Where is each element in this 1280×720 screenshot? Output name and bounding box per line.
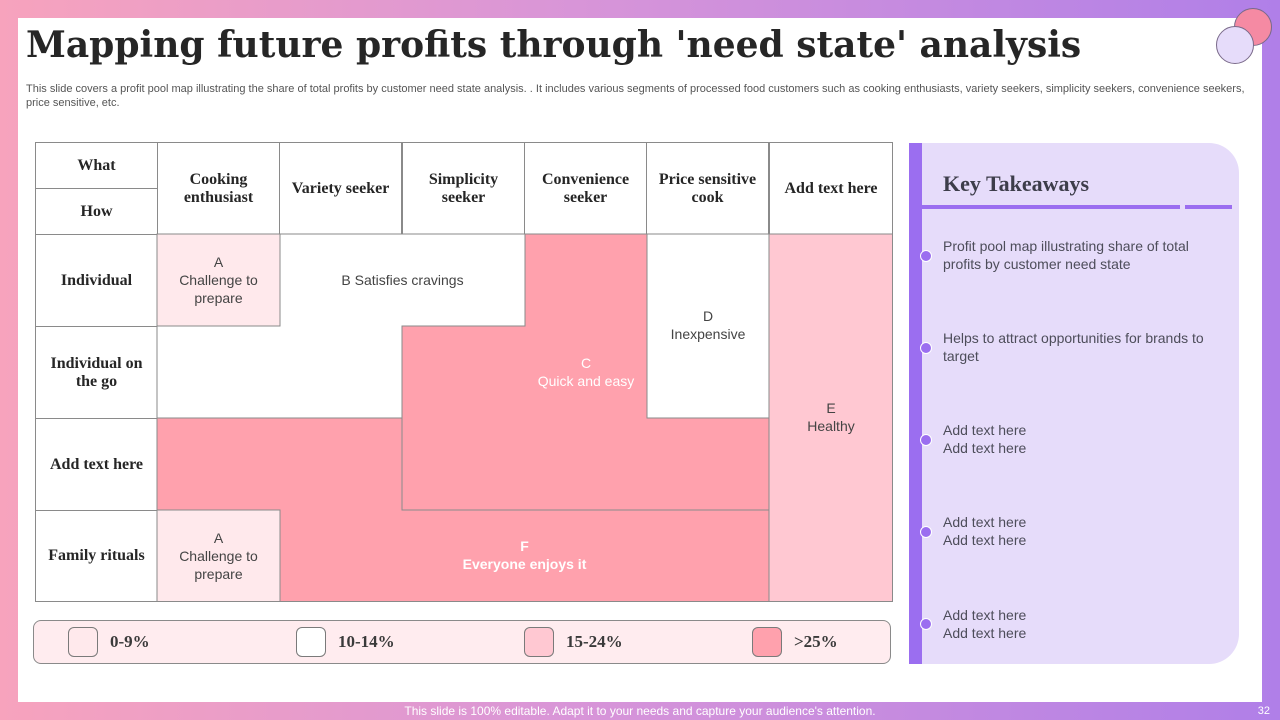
legend-label: 0-9% xyxy=(110,632,150,651)
column-header: Variety seeker xyxy=(279,142,402,235)
zone-a-bottom-label: A Challenge to prepare xyxy=(179,530,258,582)
footer-text: This slide is 100% editable. Adapt it to… xyxy=(404,704,876,718)
slide-title: Mapping future profits through 'need sta… xyxy=(26,24,1082,66)
key-takeaways-panel: Key Takeaways Profit pool map illustrati… xyxy=(920,143,1239,664)
title-underline-short xyxy=(1185,205,1232,209)
row-header: Individual on the go xyxy=(35,326,158,419)
legend-swatch xyxy=(68,627,98,657)
profit-pool-map: What How Cooking enthusiast Variety seek… xyxy=(35,142,893,602)
bullet-dot xyxy=(920,526,932,538)
column-header: Price sensitive cook xyxy=(646,142,769,235)
decor-circle-lavender xyxy=(1216,26,1254,64)
legend-swatch xyxy=(752,627,782,657)
takeaway-item: Add text here Add text here xyxy=(943,422,1027,456)
takeaway-item: Profit pool map illustrating share of to… xyxy=(943,238,1189,272)
zone-e-label: E Healthy xyxy=(807,400,855,434)
legend-item: 15-24% xyxy=(524,627,623,657)
legend-swatch xyxy=(524,627,554,657)
page-number: 32 xyxy=(1257,705,1270,717)
zone-shapes xyxy=(156,233,893,602)
zone-divider-c-f xyxy=(401,418,769,511)
zone-shape-a-bottom xyxy=(156,509,281,602)
takeaways-accent-bar xyxy=(909,143,922,664)
legend-swatch xyxy=(296,627,326,657)
legend-label: 15-24% xyxy=(566,632,623,651)
legend-item: >25% xyxy=(752,627,838,657)
legend-item: 10-14% xyxy=(296,627,395,657)
takeaway-item: Add text here Add text here xyxy=(943,514,1027,548)
column-header: Simplicity seeker xyxy=(402,142,525,235)
legend-label: 10-14% xyxy=(338,632,395,651)
zone-b-label: B Satisfies cravings xyxy=(341,272,464,288)
takeaway-item: Helps to attract opportunities for brand… xyxy=(943,330,1204,364)
zone-c-label: C Quick and easy xyxy=(537,355,635,389)
bullet-dot xyxy=(920,434,932,446)
legend-item: 0-9% xyxy=(68,627,150,657)
key-takeaways-title: Key Takeaways xyxy=(943,171,1090,196)
column-header: Add text here xyxy=(769,142,893,235)
zone-shape-a-top xyxy=(156,233,281,327)
zone-shape-d xyxy=(646,233,770,419)
row-header: Add text here xyxy=(35,418,158,511)
zone-f-label: F Everyone enjoys it xyxy=(462,538,587,572)
bullet-dot xyxy=(920,342,932,354)
slide-subtitle: This slide covers a profit pool map illu… xyxy=(26,83,1245,109)
zone-shape-e xyxy=(768,233,893,602)
corner-how: How xyxy=(35,188,158,235)
legend: 0-9% 10-14% 15-24% >25% xyxy=(33,620,891,664)
takeaway-item: Add text here Add text here xyxy=(943,607,1027,641)
bullet-dot xyxy=(920,618,932,630)
zone-a-top-label: A Challenge to prepare xyxy=(179,254,258,306)
zone-d-label: D Inexpensive xyxy=(670,308,746,342)
bullet-dot xyxy=(920,250,932,262)
legend-label: >25% xyxy=(794,632,838,651)
title-underline xyxy=(922,205,1180,209)
